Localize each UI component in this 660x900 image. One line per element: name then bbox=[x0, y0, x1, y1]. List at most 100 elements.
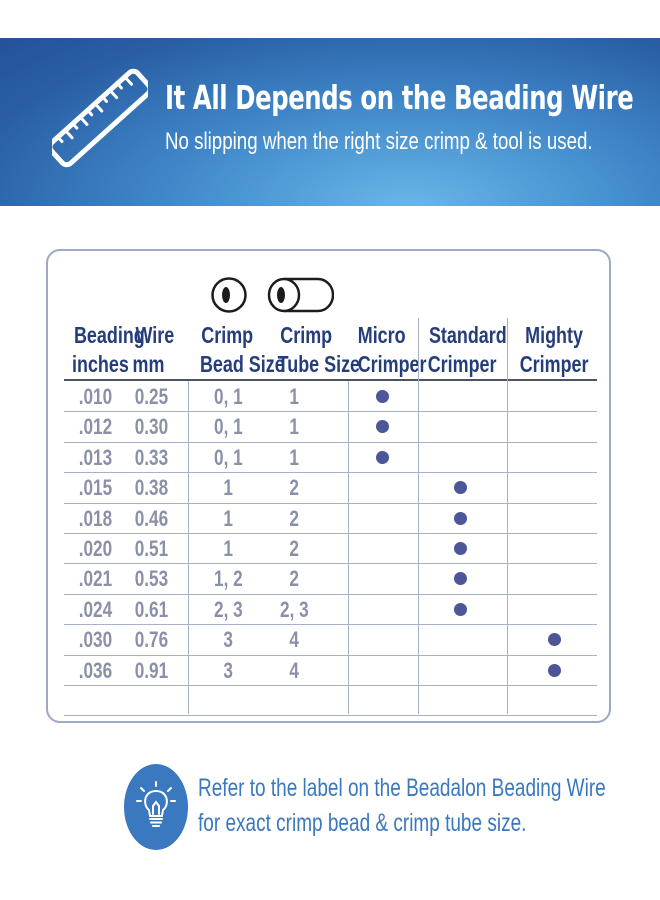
cell-inches: .021 bbox=[78, 566, 112, 591]
cell-tube: 2, 3 bbox=[279, 597, 309, 622]
grid-line bbox=[64, 533, 597, 534]
cell-inches: .010 bbox=[78, 384, 112, 409]
cell-mm: 0.38 bbox=[134, 475, 169, 500]
cell-bead: 0, 1 bbox=[213, 445, 243, 470]
grid-line bbox=[507, 318, 508, 714]
cell-mm: 0.76 bbox=[134, 627, 169, 652]
cell-inches: .012 bbox=[78, 414, 112, 439]
standard-crimper-dot bbox=[454, 572, 467, 585]
cell-tube: 1 bbox=[289, 445, 299, 470]
table-row: .013 0.33 0, 1 1 bbox=[0, 443, 600, 473]
micro-crimper-dot bbox=[376, 390, 389, 403]
cell-tube: 4 bbox=[289, 658, 299, 683]
cell-tube: 4 bbox=[289, 627, 299, 652]
grid-line bbox=[188, 381, 189, 714]
header-mighty-crimper: Crimper bbox=[519, 351, 589, 377]
grid-line bbox=[348, 381, 349, 714]
cell-bead: 0, 1 bbox=[213, 384, 243, 409]
tip-badge bbox=[124, 764, 188, 850]
cell-inches: .030 bbox=[78, 627, 112, 652]
cell-bead: 1 bbox=[223, 536, 233, 561]
cell-mm: 0.30 bbox=[134, 414, 169, 439]
lightbulb-icon bbox=[136, 781, 176, 827]
header-micro: Micro bbox=[358, 322, 406, 348]
cell-tube: 2 bbox=[289, 536, 299, 561]
micro-crimper-dot bbox=[376, 420, 389, 433]
cell-tube: 1 bbox=[289, 384, 299, 409]
crimp-tube-icon bbox=[267, 277, 334, 313]
grid-line bbox=[64, 624, 597, 625]
cell-mm: 0.61 bbox=[134, 597, 169, 622]
table-row: .012 0.30 0, 1 1 bbox=[0, 412, 600, 442]
crimp-size-table bbox=[46, 249, 611, 723]
table-row: .010 0.25 0, 1 1 bbox=[0, 382, 600, 412]
cell-tube: 1 bbox=[289, 414, 299, 439]
page-subtitle: No slipping when the right size crimp & … bbox=[165, 128, 593, 155]
header-beading: Beading bbox=[73, 322, 145, 348]
grid-line bbox=[64, 685, 597, 686]
cell-bead: 1 bbox=[223, 475, 233, 500]
grid-line bbox=[64, 563, 597, 564]
table-row: .018 0.46 1 2 bbox=[0, 504, 600, 534]
grid-line bbox=[64, 655, 597, 656]
cell-mm: 0.51 bbox=[134, 536, 169, 561]
header-banner bbox=[0, 38, 660, 206]
cell-tube: 2 bbox=[289, 566, 299, 591]
cell-inches: .036 bbox=[78, 658, 112, 683]
table-row: .036 0.91 3 4 bbox=[0, 656, 600, 686]
cell-mm: 0.53 bbox=[134, 566, 169, 591]
standard-crimper-dot bbox=[454, 542, 467, 555]
cell-mm: 0.33 bbox=[134, 445, 169, 470]
table-row: .021 0.53 1, 2 2 bbox=[0, 564, 600, 594]
grid-line bbox=[64, 715, 597, 716]
cell-inches: .013 bbox=[78, 445, 112, 470]
page-title: It All Depends on the Beading Wire bbox=[165, 78, 634, 117]
header-tube-size: Tube Size bbox=[277, 351, 361, 377]
grid-line bbox=[64, 442, 597, 443]
header-rule bbox=[64, 379, 597, 381]
cell-bead: 3 bbox=[223, 658, 233, 683]
header-standard: Standard bbox=[428, 322, 507, 348]
table-row: .024 0.61 2, 3 2, 3 bbox=[0, 595, 600, 625]
cell-bead: 1, 2 bbox=[213, 566, 243, 591]
cell-bead: 0, 1 bbox=[213, 414, 243, 439]
table-row: .020 0.51 1 2 bbox=[0, 534, 600, 564]
cell-bead: 3 bbox=[223, 627, 233, 652]
header-bead-size: Bead Size bbox=[199, 351, 285, 377]
header-crimp-bead: Crimp bbox=[201, 322, 253, 348]
standard-crimper-dot bbox=[454, 481, 467, 494]
micro-crimper-dot bbox=[376, 451, 389, 464]
cell-inches: .018 bbox=[78, 506, 112, 531]
mighty-crimper-dot bbox=[548, 633, 561, 646]
table-row: .030 0.76 3 4 bbox=[0, 625, 600, 655]
cell-tube: 2 bbox=[289, 506, 299, 531]
header-inches: inches bbox=[72, 351, 129, 377]
cell-bead: 1 bbox=[223, 506, 233, 531]
tip-text: Refer to the label on the Beadalon Beadi… bbox=[198, 771, 606, 841]
header-wire: Wire bbox=[135, 322, 175, 348]
cell-bead: 2, 3 bbox=[213, 597, 243, 622]
header-mm: mm bbox=[132, 351, 164, 377]
mighty-crimper-dot bbox=[548, 664, 561, 677]
grid-line bbox=[64, 472, 597, 473]
header-crimp-tube: Crimp bbox=[280, 322, 332, 348]
tip-line-2: for exact crimp bead & crimp tube size. bbox=[198, 809, 527, 837]
header-micro-crimper: Crimper bbox=[357, 351, 427, 377]
cell-mm: 0.25 bbox=[134, 384, 169, 409]
cell-mm: 0.46 bbox=[134, 506, 169, 531]
cell-tube: 2 bbox=[289, 475, 299, 500]
standard-crimper-dot bbox=[454, 512, 467, 525]
ruler-icon bbox=[52, 68, 148, 168]
cell-inches: .020 bbox=[78, 536, 112, 561]
standard-crimper-dot bbox=[454, 603, 467, 616]
grid-line bbox=[64, 503, 597, 504]
crimp-bead-icon bbox=[211, 277, 247, 313]
table-row: .015 0.38 1 2 bbox=[0, 473, 600, 503]
grid-line bbox=[64, 594, 597, 595]
grid-line bbox=[418, 318, 419, 714]
cell-inches: .024 bbox=[78, 597, 112, 622]
cell-mm: 0.91 bbox=[134, 658, 169, 683]
header-mighty: Mighty bbox=[525, 322, 583, 348]
cell-inches: .015 bbox=[78, 475, 112, 500]
tip-line-1: Refer to the label on the Beadalon Beadi… bbox=[198, 774, 606, 802]
